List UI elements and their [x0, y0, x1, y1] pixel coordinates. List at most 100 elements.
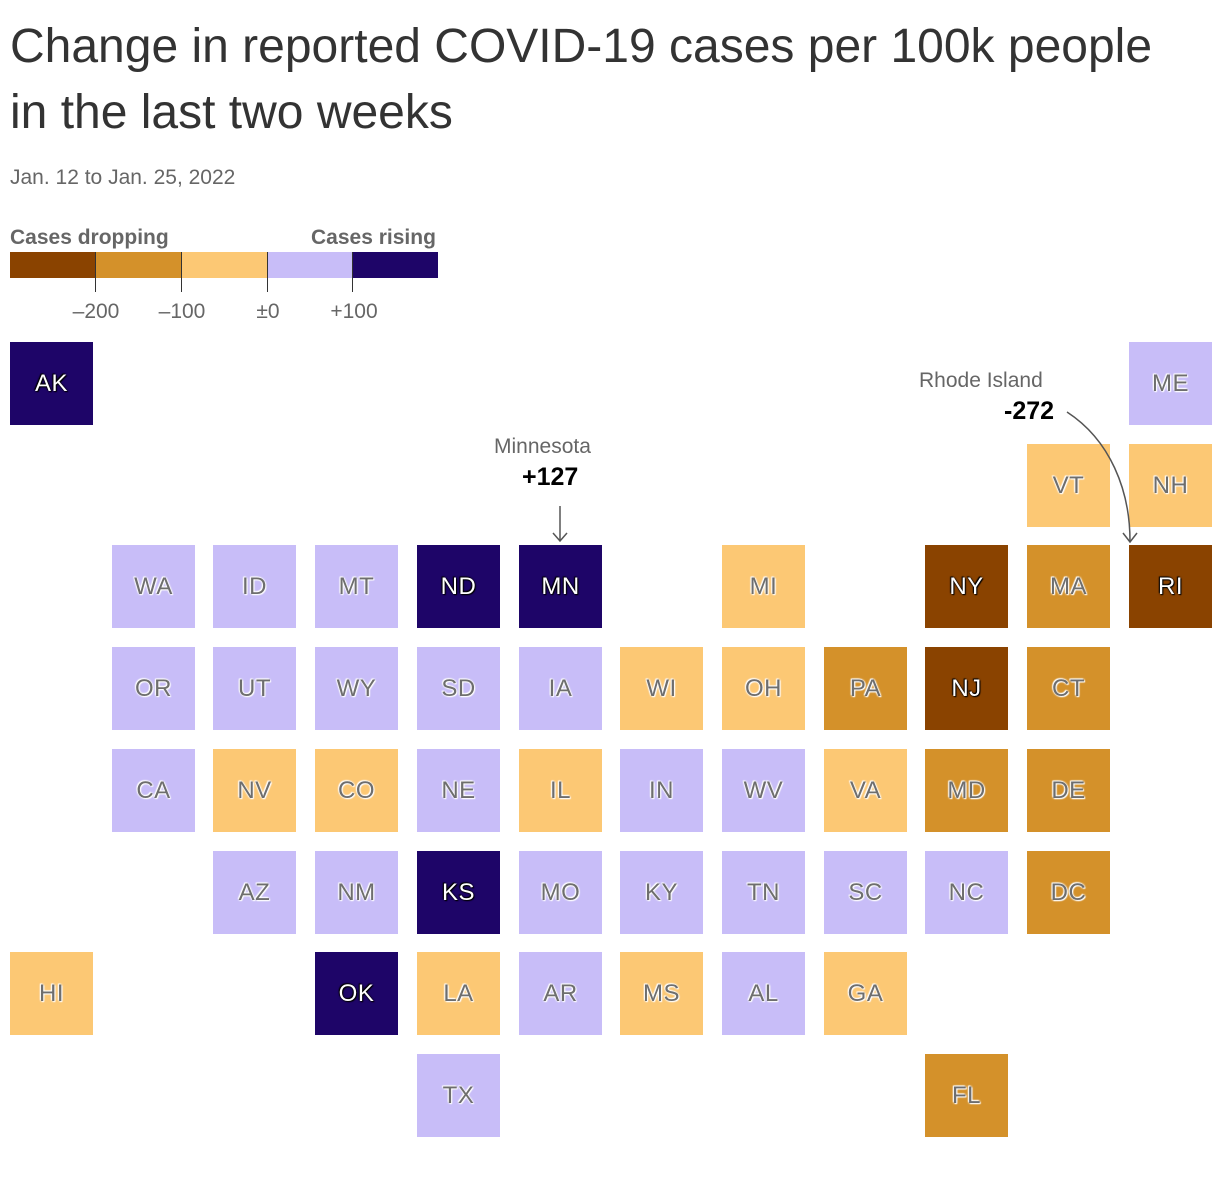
state-tile-wa[interactable]: WA [112, 545, 195, 628]
state-label: TN [747, 878, 780, 906]
state-label: GA [847, 979, 884, 1007]
state-tile-nd[interactable]: ND [417, 545, 500, 628]
state-tile-tx[interactable]: TX [417, 1054, 500, 1137]
state-tile-hi[interactable]: HI [10, 952, 93, 1035]
state-label: WV [743, 776, 784, 804]
state-label: CO [338, 776, 375, 804]
state-tile-nm[interactable]: NM [315, 851, 398, 934]
state-tile-vt[interactable]: VT [1027, 444, 1110, 527]
legend-tick [181, 252, 182, 292]
annotation-value: +127 [522, 463, 579, 491]
state-label: ND [440, 572, 477, 600]
state-tile-nv[interactable]: NV [213, 749, 296, 832]
state-tile-ks[interactable]: KS [417, 851, 500, 934]
state-label: NC [948, 878, 985, 906]
state-label: UT [238, 674, 271, 702]
state-tile-or[interactable]: OR [112, 647, 195, 730]
state-tile-md[interactable]: MD [925, 749, 1008, 832]
state-tile-pa[interactable]: PA [824, 647, 907, 730]
state-label: NM [337, 878, 376, 906]
state-tile-ne[interactable]: NE [417, 749, 500, 832]
state-label: AZ [238, 878, 271, 906]
state-label: ID [242, 572, 267, 600]
state-tile-ia[interactable]: IA [519, 647, 602, 730]
state-tile-il[interactable]: IL [519, 749, 602, 832]
state-label: VA [849, 776, 882, 804]
state-label: NJ [951, 674, 982, 702]
state-label: MA [1050, 572, 1087, 600]
legend-tick-label: ±0 [256, 300, 280, 323]
state-label: WY [336, 674, 377, 702]
state-label: WI [646, 674, 677, 702]
state-label: RI [1158, 572, 1183, 600]
state-label: IN [649, 776, 674, 804]
state-tile-ca[interactable]: CA [112, 749, 195, 832]
legend-color-bar [10, 252, 438, 278]
state-tile-dc[interactable]: DC [1027, 851, 1110, 934]
state-tile-co[interactable]: CO [315, 749, 398, 832]
state-tile-wv[interactable]: WV [722, 749, 805, 832]
state-label: AK [34, 369, 68, 397]
state-tile-in[interactable]: IN [620, 749, 703, 832]
state-label: MT [338, 572, 375, 600]
state-label: PA [849, 674, 882, 702]
legend-tick [267, 252, 268, 292]
state-tile-ri[interactable]: RI [1129, 545, 1212, 628]
state-label: NV [237, 776, 272, 804]
state-tile-ny[interactable]: NY [925, 545, 1008, 628]
state-label: MN [541, 572, 580, 600]
state-tile-id[interactable]: ID [213, 545, 296, 628]
state-label: MS [643, 979, 680, 1007]
state-tile-ut[interactable]: UT [213, 647, 296, 730]
state-tile-tn[interactable]: TN [722, 851, 805, 934]
state-tile-ar[interactable]: AR [519, 952, 602, 1035]
state-tile-mi[interactable]: MI [722, 545, 805, 628]
legend-tick [352, 252, 353, 292]
legend-swatch [95, 252, 182, 278]
state-tile-de[interactable]: DE [1027, 749, 1110, 832]
state-tile-ms[interactable]: MS [620, 952, 703, 1035]
state-label: MD [947, 776, 986, 804]
state-label: AR [543, 979, 578, 1007]
state-tile-la[interactable]: LA [417, 952, 500, 1035]
state-tile-ak[interactable]: AK [10, 342, 93, 425]
state-label: DC [1050, 878, 1087, 906]
state-tile-fl[interactable]: FL [925, 1054, 1008, 1137]
state-tile-me[interactable]: ME [1129, 342, 1212, 425]
state-tile-ky[interactable]: KY [620, 851, 703, 934]
state-tile-al[interactable]: AL [722, 952, 805, 1035]
legend-swatch [181, 252, 267, 278]
state-label: OK [338, 979, 375, 1007]
state-label: MI [749, 572, 778, 600]
state-tile-wi[interactable]: WI [620, 647, 703, 730]
state-tile-ga[interactable]: GA [824, 952, 907, 1035]
state-label: FL [951, 1081, 981, 1109]
annotation-name: Minnesota [494, 435, 591, 458]
state-tile-mo[interactable]: MO [519, 851, 602, 934]
state-tile-az[interactable]: AZ [213, 851, 296, 934]
state-tile-mn[interactable]: MN [519, 545, 602, 628]
annotation-name: Rhode Island [919, 369, 1043, 392]
state-tile-sc[interactable]: SC [824, 851, 907, 934]
state-tile-ct[interactable]: CT [1027, 647, 1110, 730]
state-tile-oh[interactable]: OH [722, 647, 805, 730]
state-tile-ma[interactable]: MA [1027, 545, 1110, 628]
state-label: DE [1051, 776, 1086, 804]
state-tile-sd[interactable]: SD [417, 647, 500, 730]
state-label: NY [949, 572, 984, 600]
state-tile-ok[interactable]: OK [315, 952, 398, 1035]
state-label: SD [441, 674, 476, 702]
state-tile-nc[interactable]: NC [925, 851, 1008, 934]
state-tile-wy[interactable]: WY [315, 647, 398, 730]
legend-swatch [266, 252, 353, 278]
state-tile-va[interactable]: VA [824, 749, 907, 832]
state-tile-nh[interactable]: NH [1129, 444, 1212, 527]
legend-tick-label: –100 [158, 300, 206, 323]
legend-tick [95, 252, 96, 292]
state-label: KS [441, 878, 475, 906]
legend-high-label: Cases rising [311, 226, 436, 249]
state-label: IA [548, 674, 573, 702]
state-tile-nj[interactable]: NJ [925, 647, 1008, 730]
state-tile-mt[interactable]: MT [315, 545, 398, 628]
legend-swatch [352, 252, 438, 278]
